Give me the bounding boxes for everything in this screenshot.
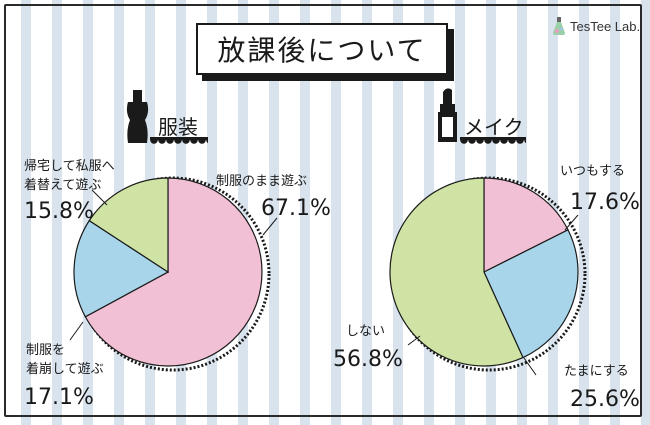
chart-2-slice-2 — [483, 229, 579, 359]
page-title: 放課後について — [217, 34, 427, 67]
chart-2-slice-2-label: たまにする — [564, 362, 629, 381]
chart-1-slice-3-label: 帰宅して私服へ 着替えて遊ぶ — [24, 157, 115, 195]
chart-1-slice-1-label: 制服のまま遊ぶ — [216, 172, 307, 191]
chart-1-slice-2-value: 17.1% — [24, 385, 94, 410]
chart-1-leader-line-2 — [69, 321, 84, 341]
title-box-face: 放課後について — [196, 23, 448, 75]
chart-2-slice-3 — [389, 177, 524, 367]
chart-1-slice-1-value: 67.1% — [261, 196, 331, 221]
chart-2-slice-1-value: 17.6% — [570, 190, 640, 215]
chart-2-slice-3-value: 56.8% — [333, 347, 403, 372]
chart-1-slice-3-value: 15.8% — [24, 199, 94, 224]
page-frame — [4, 4, 642, 417]
chart-1-leader-line-3 — [91, 189, 108, 206]
chart-1-slice-2-label-line-2: 着崩して遊ぶ — [26, 362, 104, 377]
chart-2-slice-1 — [483, 177, 569, 273]
chart-1-slice-3 — [88, 177, 169, 274]
chart-1-slice-3-label-line-2: 着替えて遊ぶ — [24, 178, 102, 193]
brand-name: TesTee Lab. — [570, 18, 641, 34]
brand-logo: TesTee Lab. — [552, 17, 640, 35]
chart-1-slice-3-label-line-1: 帰宅して私服へ — [24, 159, 115, 174]
chart-2-slice-3-label-line-1: しない — [346, 324, 386, 339]
chart-1-slice-2-label-line-1: 制服を — [26, 343, 66, 358]
chart-2-slice-1-label: いつもする — [560, 162, 625, 181]
chart-2-title-underline — [460, 137, 526, 140]
chart-2-slice-2-value: 25.6% — [570, 387, 640, 412]
chart-1-slice-2-label: 制服を 着崩して遊ぶ — [26, 341, 104, 379]
chart-2-slice-2-label-line-1: たまにする — [564, 364, 629, 379]
chart-2-leader-line-3 — [407, 335, 421, 346]
chart-2-slice-1-label-line-1: いつもする — [560, 164, 626, 179]
chart-2-leader-line-1 — [564, 214, 579, 231]
chart-1-title-scallop — [150, 140, 208, 148]
chart-2-slice-3-label: しない — [346, 322, 385, 341]
chart-2-leader-line-2 — [523, 357, 537, 376]
chart-1-title-underline — [150, 137, 208, 140]
chart-1-slice-1 — [84, 177, 263, 367]
chart-2-title: メイク — [464, 115, 524, 139]
chart-1-leader-line-1 — [262, 217, 278, 236]
title-box: 放課後について — [196, 23, 454, 81]
chart-1-title: 服装 — [158, 115, 198, 139]
flask-icon — [553, 17, 565, 35]
chart-2-title-scallop — [460, 140, 526, 148]
dress-bottle-icon — [126, 90, 149, 143]
chart-1-slice-2 — [73, 219, 170, 318]
lipstick-icon — [438, 88, 457, 142]
chart-1-slice-1-label-line-1: 制服のまま遊ぶ — [216, 174, 308, 189]
